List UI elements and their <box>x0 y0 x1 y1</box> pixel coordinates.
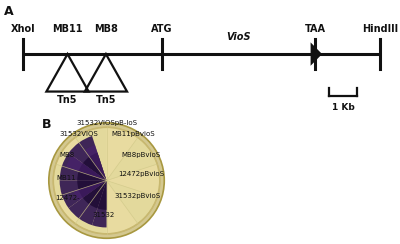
Text: 31532: 31532 <box>93 212 115 218</box>
Text: Tn5: Tn5 <box>57 95 78 105</box>
Wedge shape <box>75 181 106 234</box>
Wedge shape <box>83 153 106 181</box>
Text: XhoI: XhoI <box>11 24 36 34</box>
Wedge shape <box>66 155 106 181</box>
Wedge shape <box>56 137 106 181</box>
Wedge shape <box>106 181 157 224</box>
Text: 1 Kb: 1 Kb <box>332 103 354 112</box>
Text: MB8pBvioS: MB8pBvioS <box>121 152 160 158</box>
Wedge shape <box>53 164 106 197</box>
Text: HindIII: HindIII <box>362 24 398 34</box>
Wedge shape <box>60 153 106 181</box>
Text: 31532VIOS: 31532VIOS <box>59 131 98 137</box>
Circle shape <box>53 127 160 234</box>
Wedge shape <box>106 181 138 234</box>
Wedge shape <box>74 181 106 201</box>
Wedge shape <box>77 163 106 181</box>
Wedge shape <box>68 136 106 181</box>
Text: 12472pBvioS: 12472pBvioS <box>118 171 164 177</box>
Wedge shape <box>83 181 106 208</box>
Text: 12472-: 12472- <box>55 195 80 201</box>
Text: MB11: MB11 <box>52 24 83 34</box>
Text: ATG: ATG <box>151 24 172 34</box>
Wedge shape <box>98 181 106 210</box>
Text: MB11pBvioS: MB11pBvioS <box>111 131 155 137</box>
Text: VioS: VioS <box>226 32 251 42</box>
Wedge shape <box>85 145 106 181</box>
Wedge shape <box>92 181 106 227</box>
Text: B: B <box>42 118 51 131</box>
Circle shape <box>49 123 164 238</box>
Text: 31532pBvioS: 31532pBvioS <box>114 193 160 199</box>
Wedge shape <box>60 181 106 208</box>
Wedge shape <box>68 181 106 225</box>
Wedge shape <box>106 137 157 181</box>
Text: 31532VIOSpB-loS: 31532VIOSpB-loS <box>76 121 137 126</box>
Polygon shape <box>310 42 322 66</box>
Wedge shape <box>56 181 106 224</box>
Text: MB8: MB8 <box>60 152 75 158</box>
Text: MB8: MB8 <box>94 24 118 34</box>
Text: A: A <box>4 5 14 18</box>
Text: TAA: TAA <box>305 24 326 34</box>
Wedge shape <box>106 164 160 197</box>
Wedge shape <box>77 181 106 198</box>
Text: MB11: MB11 <box>56 175 76 181</box>
Wedge shape <box>75 127 106 181</box>
Text: Tn5: Tn5 <box>96 95 116 105</box>
Wedge shape <box>106 127 138 181</box>
